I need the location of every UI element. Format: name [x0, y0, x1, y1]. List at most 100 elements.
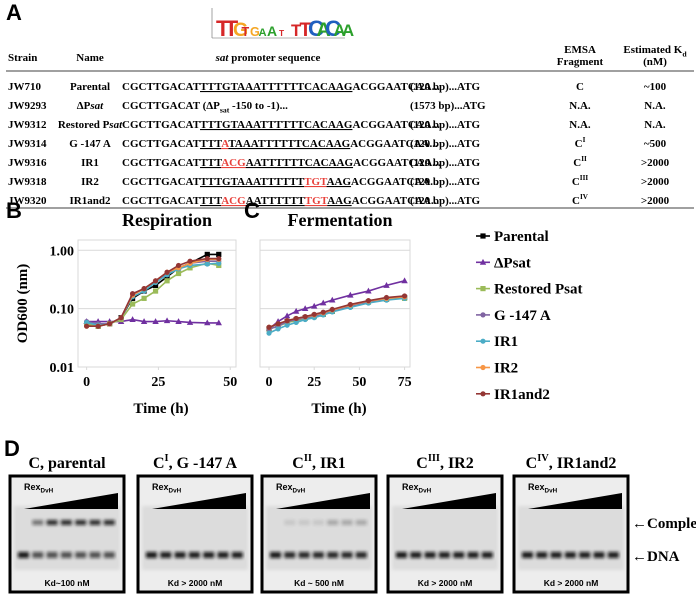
marker: [320, 309, 326, 315]
logo-letter: A: [317, 19, 331, 41]
dna-band: [298, 552, 310, 558]
x-tick-label: 25: [151, 375, 165, 390]
text-segment: ACGGAATCAA...: [352, 119, 440, 131]
dna-band: [607, 552, 619, 558]
gel-background: [518, 506, 624, 570]
strain: JW9320: [8, 195, 47, 207]
text-segment: CGCTTGACAT: [122, 81, 201, 93]
gel-protein: RexDvH: [24, 482, 54, 495]
sequence: CGCTTGACAT (ΔPsat -150 to -1)...: [122, 100, 288, 114]
dna-band: [424, 552, 436, 558]
panel-label: B: [6, 198, 22, 223]
name: IR2: [81, 176, 99, 188]
emsa-fragment: CIII: [572, 174, 589, 188]
gel-title: CII, IR1: [292, 453, 345, 472]
marker: [187, 258, 193, 264]
text-segment: , IR2: [440, 455, 474, 472]
header-fragment: EMSA: [564, 44, 596, 56]
emsa-fragment: C: [576, 81, 584, 93]
text-segment: CGCTTGACAT: [122, 119, 201, 131]
dna-band: [550, 552, 562, 558]
text-segment: TTT: [200, 138, 223, 150]
text-segment: ACGGAATCAA...: [352, 81, 440, 93]
gel-background: [142, 506, 248, 570]
complex-label: ←Complex: [632, 516, 696, 532]
y-axis-label: OD600 (nm): [15, 264, 31, 344]
marker: [215, 319, 222, 326]
gel-kd: Kd ~ 500 nM: [294, 578, 344, 588]
legend-label: Parental: [494, 229, 549, 245]
strain: JW9314: [8, 138, 47, 150]
marker: [107, 321, 113, 327]
logo-letter: A: [267, 23, 277, 39]
dna-band: [217, 552, 229, 558]
estimated-kd: >2000: [641, 176, 670, 188]
titration-wedge: [152, 493, 246, 509]
x-axis-label: Time (h): [133, 401, 188, 417]
text-segment: ACG: [221, 157, 246, 169]
text-segment: C, parental: [28, 455, 106, 472]
marker: [140, 318, 148, 324]
text-segment: CGCTTGACAT (ΔP: [122, 100, 220, 112]
dna-band: [89, 552, 101, 558]
text-segment: I: [583, 136, 586, 144]
text-segment: AAG: [327, 176, 352, 188]
complex-band: [103, 520, 115, 525]
text-segment: DvH: [169, 488, 182, 495]
marker: [84, 319, 90, 326]
dna-band: [146, 552, 157, 558]
marker: [275, 321, 281, 327]
text-segment: Restored P: [58, 119, 110, 131]
dna-label: ←DNA: [632, 549, 680, 565]
gel-kd: Kd~100 nM: [44, 578, 89, 588]
dna-band: [75, 552, 87, 558]
name: Restored Psat: [58, 119, 123, 131]
text-segment: ACGGAATCAA...: [350, 138, 438, 150]
gel-background: [266, 506, 372, 570]
dna-band: [438, 552, 450, 558]
estimated-kd: N.A.: [644, 100, 666, 112]
marker: [129, 316, 136, 322]
emsa-fragment: CIV: [572, 193, 589, 207]
text-segment: Rex: [528, 482, 545, 492]
text-segment: DvH: [293, 488, 306, 495]
dna-band: [174, 552, 186, 558]
text-segment: sat: [220, 105, 230, 114]
marker: [347, 301, 353, 308]
marker: [266, 330, 272, 336]
panel-label: C: [244, 198, 260, 223]
x-tick-label: 0: [83, 375, 90, 390]
text-segment: , IR1: [312, 455, 346, 472]
logo-letter: C: [325, 16, 341, 41]
marker: [164, 278, 170, 284]
complex-band: [355, 520, 367, 525]
marker: [347, 291, 354, 298]
text-segment: A: [221, 138, 229, 150]
gel-title: CIII, IR2: [416, 453, 473, 472]
gel-kd: Kd > 2000 nM: [168, 578, 223, 588]
dna-band: [103, 552, 115, 558]
text-segment: AATTTTTTCACAAG: [246, 157, 354, 169]
strain: JW9318: [8, 176, 47, 188]
dna-band: [522, 552, 533, 558]
estimated-kd: >2000: [641, 157, 670, 169]
fragment-length: (120 bp)...ATG: [410, 119, 481, 131]
text-segment: TAAATTTTTTCACAAG: [228, 138, 350, 150]
marker: [129, 301, 136, 307]
marker: [283, 312, 291, 319]
text-segment: Rex: [152, 482, 169, 492]
text-segment: C: [575, 138, 583, 150]
legend-label: Restored Psat: [494, 282, 582, 298]
complex-band: [298, 520, 310, 525]
text-segment: TTT: [200, 157, 223, 169]
marker: [320, 299, 327, 306]
dna-band: [564, 552, 576, 558]
marker: [480, 338, 486, 344]
titration-wedge: [24, 493, 118, 509]
text-segment: C: [572, 195, 580, 207]
fragment-length: (120 bp)...ATG: [410, 176, 481, 188]
fragment-length: (120 bp)...ATG: [410, 81, 481, 93]
text-segment: TGT: [305, 195, 329, 207]
text-segment: CGCTTGACAT: [122, 157, 201, 169]
